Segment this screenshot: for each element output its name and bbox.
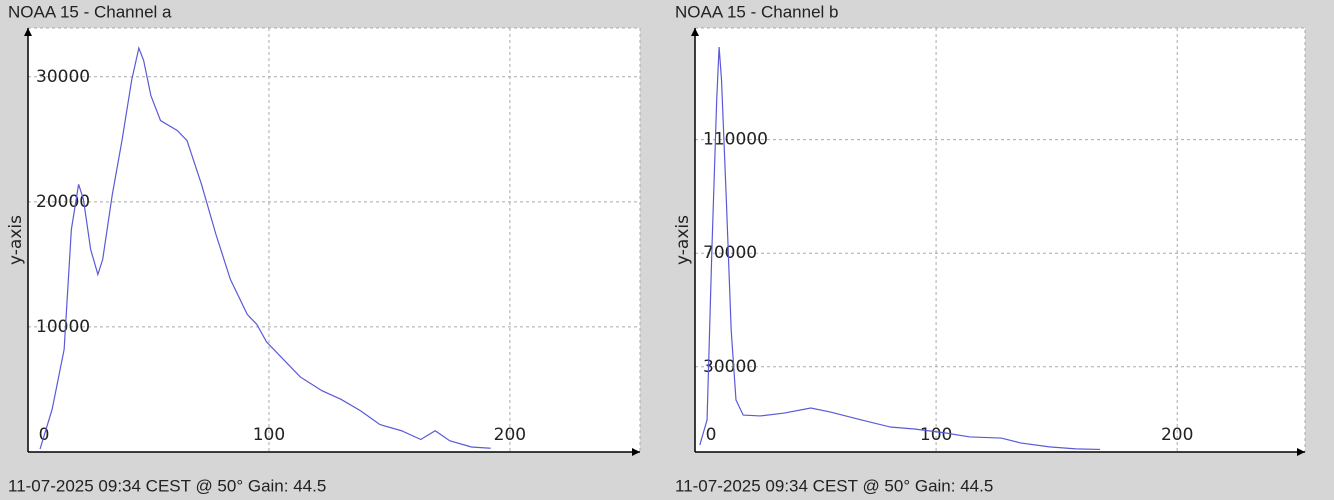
caption: 11-07-2025 09:34 CEST @ 50° Gain: 44.5 [8, 476, 326, 495]
x-axis-arrow [632, 448, 640, 456]
y-axis-arrow [24, 28, 32, 36]
x-tick-label: 200 [494, 425, 526, 445]
y-axis-label: y-axis [6, 215, 26, 265]
y-tick-label: 10000 [36, 317, 90, 337]
y-tick-label: 30000 [36, 67, 90, 87]
y-axis-label: y-axis [673, 215, 693, 265]
x-axis-arrow [1297, 448, 1305, 456]
data-line [39, 45, 491, 450]
x-tick-label: 0 [706, 425, 717, 445]
plot-area [27, 27, 641, 453]
x-tick-label: 100 [920, 425, 952, 445]
y-tick-label: 70000 [703, 243, 757, 263]
x-tick-label: 100 [253, 425, 285, 445]
y-tick-label: 30000 [703, 357, 757, 377]
caption: 11-07-2025 09:34 CEST @ 50° Gain: 44.5 [675, 476, 993, 495]
plot-area [694, 27, 1306, 453]
y-axis-arrow [691, 28, 699, 36]
x-tick-label: 200 [1161, 425, 1193, 445]
y-tick-label: 110000 [703, 130, 768, 150]
data-line [699, 46, 1101, 451]
chart-title: NOAA 15 - Channel b [675, 2, 838, 21]
chart-title: NOAA 15 - Channel a [8, 2, 172, 21]
